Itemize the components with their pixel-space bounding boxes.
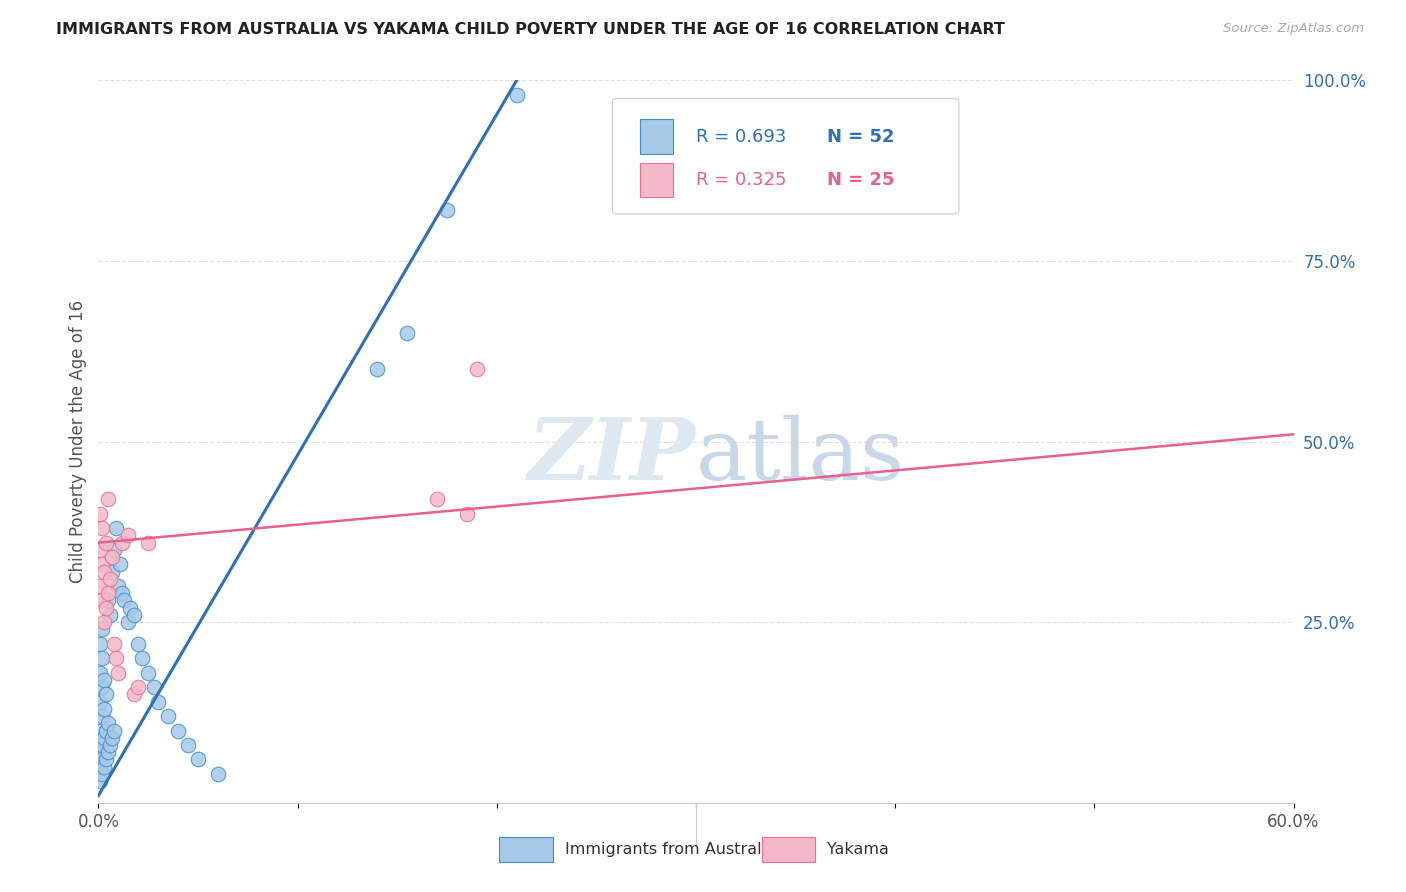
Point	[91, 738, 114, 752]
Point	[101, 731, 124, 745]
Text: Source: ZipAtlas.com: Source: ZipAtlas.com	[1223, 22, 1364, 36]
Point	[89, 507, 111, 521]
Text: Immigrants from Australia: Immigrants from Australia	[565, 842, 776, 857]
Point	[107, 579, 129, 593]
Point	[91, 680, 114, 694]
Point	[91, 593, 114, 607]
Y-axis label: Child Poverty Under the Age of 16: Child Poverty Under the Age of 16	[69, 300, 87, 583]
Point	[89, 695, 111, 709]
Point	[207, 767, 229, 781]
FancyBboxPatch shape	[640, 162, 673, 197]
Point	[167, 723, 190, 738]
Point	[117, 615, 139, 630]
Point	[93, 615, 115, 630]
Point	[89, 542, 111, 557]
Text: N = 52: N = 52	[827, 128, 896, 145]
Point	[93, 731, 115, 745]
FancyBboxPatch shape	[762, 837, 815, 862]
Point	[465, 362, 488, 376]
FancyBboxPatch shape	[640, 120, 673, 154]
FancyBboxPatch shape	[613, 98, 959, 214]
Point	[120, 600, 142, 615]
Point	[91, 623, 114, 637]
Point	[91, 709, 114, 723]
Point	[98, 738, 122, 752]
Text: ZIP: ZIP	[529, 414, 696, 498]
FancyBboxPatch shape	[499, 837, 553, 862]
Point	[136, 665, 159, 680]
Point	[96, 723, 118, 738]
Point	[107, 665, 129, 680]
Point	[101, 565, 124, 579]
Text: atlas: atlas	[696, 415, 905, 498]
Point	[124, 687, 146, 701]
Point	[103, 542, 125, 557]
Point	[97, 492, 120, 507]
Point	[89, 723, 111, 738]
Point	[396, 326, 419, 340]
Point	[97, 586, 120, 600]
Point	[136, 535, 159, 549]
Point	[127, 680, 149, 694]
Point	[426, 492, 449, 507]
Point	[89, 745, 111, 759]
Point	[91, 651, 114, 665]
Point	[96, 752, 118, 766]
Point	[89, 665, 111, 680]
Text: N = 25: N = 25	[827, 171, 896, 189]
Point	[105, 521, 128, 535]
Point	[89, 637, 111, 651]
Point	[97, 716, 120, 731]
Point	[111, 586, 134, 600]
Point	[91, 521, 114, 535]
Point	[456, 507, 478, 521]
Point	[366, 362, 388, 376]
Point	[103, 723, 125, 738]
Point	[157, 709, 180, 723]
Point	[97, 745, 120, 759]
Text: Yakama: Yakama	[827, 842, 890, 857]
Point	[89, 774, 111, 789]
Point	[93, 565, 115, 579]
Point	[105, 651, 128, 665]
Point	[93, 760, 115, 774]
Point	[506, 87, 529, 102]
Point	[97, 593, 120, 607]
Point	[436, 203, 458, 218]
Point	[103, 637, 125, 651]
Point	[110, 558, 132, 572]
Point	[127, 637, 149, 651]
Point	[91, 752, 114, 766]
Point	[89, 579, 111, 593]
Point	[131, 651, 153, 665]
Point	[89, 760, 111, 774]
Point	[93, 702, 115, 716]
Point	[112, 593, 135, 607]
Text: R = 0.325: R = 0.325	[696, 171, 786, 189]
Point	[96, 687, 118, 701]
Point	[111, 535, 134, 549]
Point	[98, 607, 122, 622]
Point	[117, 528, 139, 542]
Point	[143, 680, 166, 694]
Text: R = 0.693: R = 0.693	[696, 128, 786, 145]
Point	[124, 607, 146, 622]
Point	[187, 752, 209, 766]
Point	[96, 535, 118, 549]
Point	[148, 695, 170, 709]
Point	[177, 738, 200, 752]
Point	[96, 600, 118, 615]
Point	[91, 767, 114, 781]
Text: IMMIGRANTS FROM AUSTRALIA VS YAKAMA CHILD POVERTY UNDER THE AGE OF 16 CORRELATIO: IMMIGRANTS FROM AUSTRALIA VS YAKAMA CHIL…	[56, 22, 1005, 37]
Point	[98, 572, 122, 586]
Point	[93, 673, 115, 687]
Point	[101, 550, 124, 565]
Point	[91, 558, 114, 572]
